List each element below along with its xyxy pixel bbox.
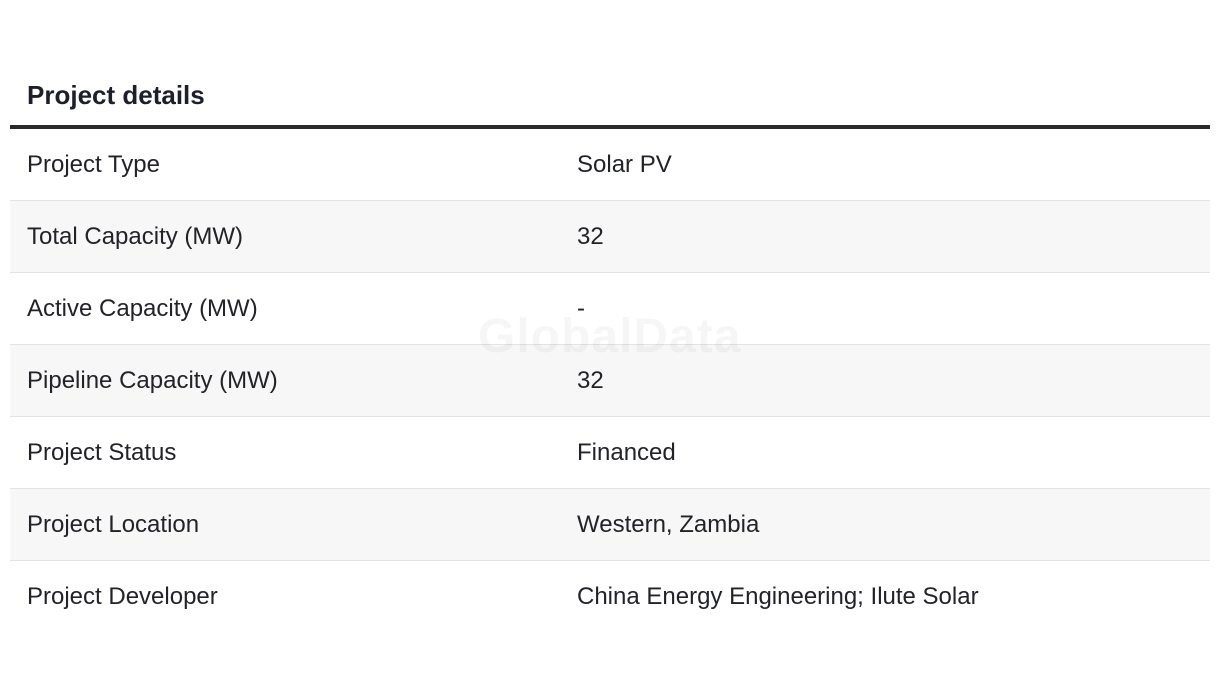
table-row: Total Capacity (MW) 32 [10, 201, 1210, 273]
row-label: Project Developer [27, 582, 218, 610]
row-label: Total Capacity (MW) [27, 222, 244, 250]
section-title: Project details [10, 0, 1210, 129]
row-value: China Energy Engineering; Ilute Solar [577, 582, 979, 610]
row-value: Western, Zambia [577, 510, 760, 538]
table-row: Pipeline Capacity (MW) 32 [10, 345, 1210, 417]
table-row: Project Location Western, Zambia [10, 489, 1210, 561]
row-label: Project Status [27, 438, 177, 466]
row-value: Financed [577, 438, 676, 466]
row-label: Pipeline Capacity (MW) [27, 366, 278, 394]
table-row: Project Developer China Energy Engineeri… [10, 561, 1210, 632]
row-label: Project Type [27, 150, 160, 178]
row-label: Active Capacity (MW) [27, 294, 258, 322]
row-label: Project Location [27, 510, 200, 538]
table-row: Active Capacity (MW) - [10, 273, 1210, 345]
row-value: 32 [577, 222, 604, 250]
project-details-card: Project details GlobalData Project Type … [10, 0, 1210, 632]
table-row: Project Status Financed [10, 417, 1210, 489]
row-value: Solar PV [577, 150, 672, 178]
row-value: 32 [577, 366, 604, 394]
table-row: Project Type Solar PV [10, 129, 1210, 201]
row-value: - [577, 294, 585, 322]
details-table: GlobalData Project Type Solar PV Total C… [10, 129, 1210, 632]
